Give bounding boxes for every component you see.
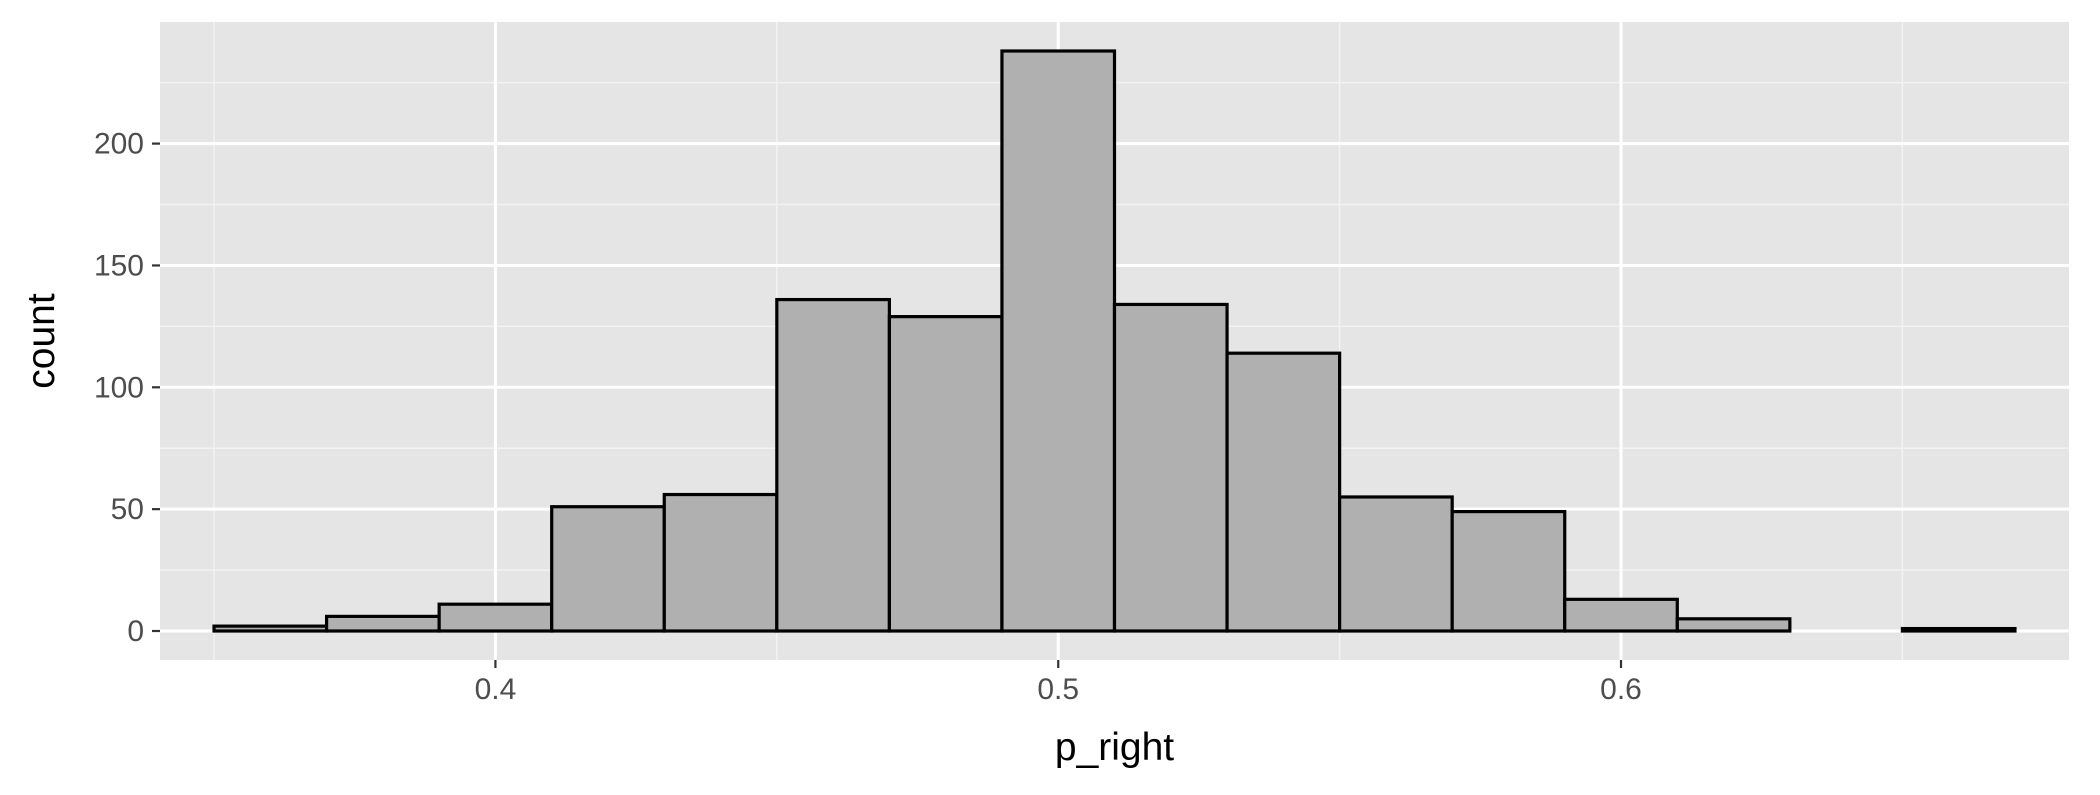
- histogram-bar: [662, 492, 779, 633]
- histogram-bar: [1450, 509, 1567, 633]
- histogram-bar: [887, 315, 1004, 633]
- y-tick-label: 0: [127, 615, 144, 648]
- histogram-bar: [324, 614, 441, 633]
- y-tick-label: 150: [94, 249, 144, 282]
- histogram-bar: [1563, 597, 1679, 633]
- x-tick-label: 0.6: [1600, 673, 1642, 706]
- y-tick-label: 100: [94, 371, 144, 404]
- histogram-bar: [1338, 495, 1454, 633]
- histogram-bar: [775, 297, 891, 633]
- x-tick-label: 0.5: [1037, 673, 1079, 706]
- y-axis-title: count: [20, 293, 63, 389]
- histogram-bar: [550, 505, 666, 633]
- y-tick-label: 50: [111, 493, 144, 526]
- x-axis-title: p_right: [1055, 726, 1174, 769]
- histogram-bar: [1225, 351, 1342, 633]
- y-tick-label: 200: [94, 128, 144, 161]
- histogram-bars: [212, 49, 2017, 633]
- x-tick-label: 0.4: [475, 673, 517, 706]
- histogram-bar: [437, 602, 554, 633]
- histogram-bar: [212, 624, 329, 633]
- histogram-bar: [1112, 302, 1229, 633]
- y-axis: 0 50 100 150 200: [94, 128, 160, 648]
- x-axis: 0.4 0.5 0.6: [475, 660, 1642, 706]
- histogram-bar: [1000, 49, 1117, 633]
- histogram-bar: [1900, 626, 2017, 633]
- histogram-bar: [1675, 617, 1792, 633]
